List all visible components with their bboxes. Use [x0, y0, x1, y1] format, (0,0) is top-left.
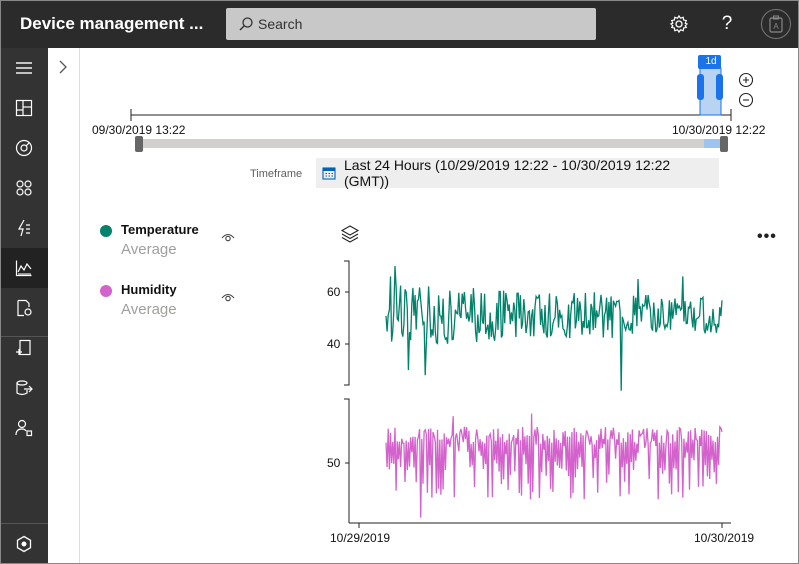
settings-button[interactable] [667, 12, 691, 36]
avatar[interactable]: A [761, 9, 791, 39]
help-button[interactable]: ? [715, 12, 739, 36]
gear-icon [669, 14, 689, 34]
temperature-color-dot [100, 225, 112, 237]
x-tick-label-end: 10/30/2019 [694, 531, 755, 545]
legend-name: Humidity [121, 282, 177, 297]
legend-aggregation: Average [121, 301, 177, 318]
gauge-icon [15, 139, 33, 157]
zoom-left-handle[interactable] [697, 74, 704, 100]
administration-icon [15, 419, 33, 437]
nav-devices[interactable] [0, 128, 48, 168]
nav-administration[interactable] [0, 408, 48, 448]
hamburger-icon [16, 62, 32, 74]
range-selected [704, 139, 724, 148]
nav-device-groups[interactable] [0, 168, 48, 208]
chevron-right-icon [59, 60, 67, 74]
device-groups-icon [16, 180, 32, 196]
search-placeholder: Search [258, 16, 303, 32]
visibility-toggle[interactable] [221, 231, 235, 243]
rules-icon [17, 219, 30, 237]
range-end-handle[interactable] [720, 136, 728, 152]
jobs-icon [17, 299, 32, 317]
temperature-series-line [385, 265, 723, 391]
nav-jobs[interactable] [0, 288, 48, 328]
zoom-badge [698, 55, 721, 69]
legend-aggregation: Average [121, 241, 177, 258]
nav-separator [0, 336, 48, 337]
expand-panel-button[interactable] [58, 60, 68, 77]
layers-icon [340, 225, 360, 236]
range-start-handle[interactable] [135, 136, 143, 152]
eye-icon [221, 233, 235, 239]
dashboard-icon [15, 99, 33, 117]
nav-data-export[interactable] [0, 368, 48, 408]
more-options-button[interactable]: ••• [757, 228, 777, 245]
hamburger-menu-button[interactable] [0, 48, 48, 88]
temperature-y-tick-label: 40 [327, 337, 341, 351]
nav-device-templates[interactable] [0, 328, 48, 368]
nav-analytics[interactable] [0, 248, 48, 288]
range-track[interactable] [139, 139, 724, 148]
data-export-icon [16, 380, 33, 396]
search-icon [239, 17, 253, 31]
legend-name: Temperature [121, 222, 199, 237]
eye-icon [221, 293, 235, 299]
zoom-out-button[interactable] [738, 92, 754, 108]
nav-iot-central[interactable] [0, 524, 48, 564]
left-navigation [0, 48, 48, 564]
help-icon: ? [721, 13, 733, 34]
collapsed-panel [48, 48, 80, 564]
temperature-y-tick-label: 60 [327, 285, 341, 299]
zoom-right-handle[interactable] [716, 74, 723, 100]
nav-bottom-separator [0, 523, 48, 524]
svg-text:A: A [773, 22, 779, 31]
search-box[interactable]: Search [226, 8, 596, 40]
timeframe-label: Timeframe [250, 168, 303, 180]
analytics-icon [15, 260, 32, 277]
x-tick-label-start: 10/29/2019 [330, 531, 391, 545]
humidity-y-axis [344, 398, 350, 523]
chart-layers-button[interactable] [340, 224, 360, 244]
chart-axes [344, 260, 731, 528]
humidity-series-line [385, 413, 723, 518]
nav-rules[interactable] [0, 208, 48, 248]
visibility-toggle[interactable] [221, 291, 235, 303]
nav-dashboard[interactable] [0, 88, 48, 128]
calendar-icon [322, 167, 336, 180]
user-badge-icon: A [769, 15, 783, 33]
device-template-icon [16, 339, 31, 356]
temperature-y-axis [344, 260, 350, 386]
timeline-end-label: 10/30/2019 12:22 [672, 123, 766, 137]
zoom-badge-label: 1d [705, 56, 717, 67]
timeframe-value: Last 24 Hours (10/29/2019 12:22 - 10/30/… [344, 157, 671, 189]
zoom-in-button[interactable] [738, 72, 754, 88]
humidity-y-tick-label: 50 [327, 456, 341, 470]
timeframe-picker[interactable]: Last 24 Hours (10/29/2019 12:22 - 10/30/… [316, 157, 719, 189]
top-bar: Device management ... Search ? A [0, 0, 799, 48]
humidity-color-dot [100, 285, 112, 297]
app-title[interactable]: Device management ... [20, 14, 204, 33]
timeline-start-label: 09/30/2019 13:22 [92, 123, 186, 137]
iot-central-icon [16, 535, 32, 553]
